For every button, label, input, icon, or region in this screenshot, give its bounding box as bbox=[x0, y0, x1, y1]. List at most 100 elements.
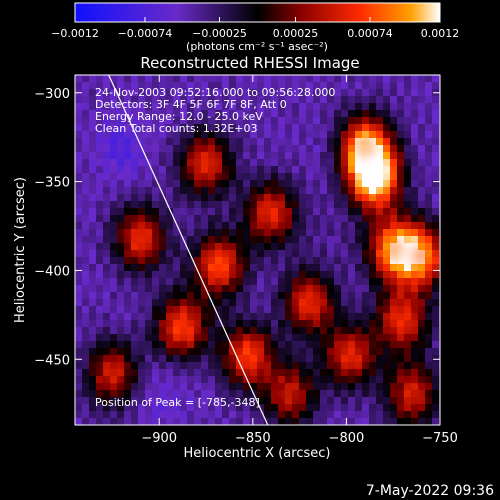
map-pixel bbox=[117, 117, 124, 124]
map-pixel bbox=[124, 173, 131, 180]
map-pixel bbox=[418, 152, 425, 159]
map-pixel bbox=[425, 285, 432, 292]
map-pixel bbox=[201, 173, 208, 180]
map-pixel bbox=[348, 159, 355, 166]
map-pixel bbox=[425, 166, 432, 173]
map-pixel bbox=[362, 271, 369, 278]
map-pixel bbox=[131, 201, 138, 208]
map-pixel bbox=[250, 299, 257, 306]
map-pixel bbox=[131, 299, 138, 306]
map-pixel bbox=[257, 369, 264, 376]
map-pixel bbox=[243, 82, 250, 89]
colorbar-tick-label: −0.00074 bbox=[118, 27, 173, 40]
map-pixel bbox=[110, 131, 117, 138]
map-pixel bbox=[96, 124, 103, 131]
map-pixel bbox=[418, 131, 425, 138]
map-pixel bbox=[299, 131, 306, 138]
map-pixel bbox=[250, 264, 257, 271]
map-pixel bbox=[75, 418, 82, 425]
map-pixel bbox=[180, 271, 187, 278]
map-pixel bbox=[411, 215, 418, 222]
map-pixel bbox=[383, 397, 390, 404]
map-pixel bbox=[390, 201, 397, 208]
map-pixel bbox=[201, 110, 208, 117]
map-pixel bbox=[334, 320, 341, 327]
map-pixel bbox=[145, 187, 152, 194]
map-pixel bbox=[334, 411, 341, 418]
map-pixel bbox=[89, 166, 96, 173]
map-pixel bbox=[313, 376, 320, 383]
map-pixel bbox=[306, 278, 313, 285]
map-pixel bbox=[243, 390, 250, 397]
map-pixel bbox=[306, 208, 313, 215]
map-pixel bbox=[208, 383, 215, 390]
map-pixel bbox=[264, 194, 271, 201]
map-pixel bbox=[418, 194, 425, 201]
map-pixel bbox=[432, 166, 439, 173]
map-pixel bbox=[117, 348, 124, 355]
map-pixel bbox=[334, 271, 341, 278]
map-pixel bbox=[124, 292, 131, 299]
map-pixel bbox=[173, 313, 180, 320]
map-pixel bbox=[89, 180, 96, 187]
map-pixel bbox=[355, 222, 362, 229]
map-pixel bbox=[285, 376, 292, 383]
map-pixel bbox=[117, 334, 124, 341]
map-pixel bbox=[362, 320, 369, 327]
map-pixel bbox=[327, 208, 334, 215]
map-pixel bbox=[369, 320, 376, 327]
map-pixel bbox=[180, 348, 187, 355]
map-pixel bbox=[362, 159, 369, 166]
map-pixel bbox=[390, 208, 397, 215]
map-pixel bbox=[411, 341, 418, 348]
map-pixel bbox=[355, 278, 362, 285]
map-pixel bbox=[299, 110, 306, 117]
map-pixel bbox=[201, 313, 208, 320]
map-pixel bbox=[173, 117, 180, 124]
map-pixel bbox=[390, 320, 397, 327]
map-pixel bbox=[264, 355, 271, 362]
map-pixel bbox=[425, 306, 432, 313]
map-pixel bbox=[103, 404, 110, 411]
map-pixel bbox=[159, 222, 166, 229]
map-pixel bbox=[411, 131, 418, 138]
map-pixel bbox=[243, 383, 250, 390]
map-pixel bbox=[103, 138, 110, 145]
map-pixel bbox=[145, 152, 152, 159]
map-pixel bbox=[362, 208, 369, 215]
map-pixel bbox=[320, 369, 327, 376]
map-pixel bbox=[383, 404, 390, 411]
map-pixel bbox=[425, 96, 432, 103]
map-pixel bbox=[110, 208, 117, 215]
hot-spot bbox=[365, 166, 384, 191]
map-pixel bbox=[404, 180, 411, 187]
map-pixel bbox=[369, 264, 376, 271]
map-pixel bbox=[117, 271, 124, 278]
map-pixel bbox=[418, 96, 425, 103]
map-pixel bbox=[75, 222, 82, 229]
map-pixel bbox=[320, 243, 327, 250]
map-pixel bbox=[285, 159, 292, 166]
map-pixel bbox=[404, 166, 411, 173]
map-pixel bbox=[194, 96, 201, 103]
map-pixel bbox=[145, 348, 152, 355]
map-pixel bbox=[250, 383, 257, 390]
map-pixel bbox=[348, 222, 355, 229]
map-pixel bbox=[187, 271, 194, 278]
map-pixel bbox=[124, 250, 131, 257]
map-pixel bbox=[187, 229, 194, 236]
map-pixel bbox=[222, 173, 229, 180]
map-pixel bbox=[383, 334, 390, 341]
map-pixel bbox=[75, 285, 82, 292]
map-pixel bbox=[222, 418, 229, 425]
x-tick-label: −850 bbox=[235, 431, 271, 446]
map-pixel bbox=[425, 313, 432, 320]
hot-spot bbox=[131, 226, 150, 251]
map-pixel bbox=[432, 250, 439, 257]
map-pixel bbox=[173, 145, 180, 152]
map-pixel bbox=[355, 362, 362, 369]
map-pixel bbox=[222, 229, 229, 236]
map-pixel bbox=[82, 369, 89, 376]
map-pixel bbox=[355, 285, 362, 292]
map-pixel bbox=[369, 201, 376, 208]
